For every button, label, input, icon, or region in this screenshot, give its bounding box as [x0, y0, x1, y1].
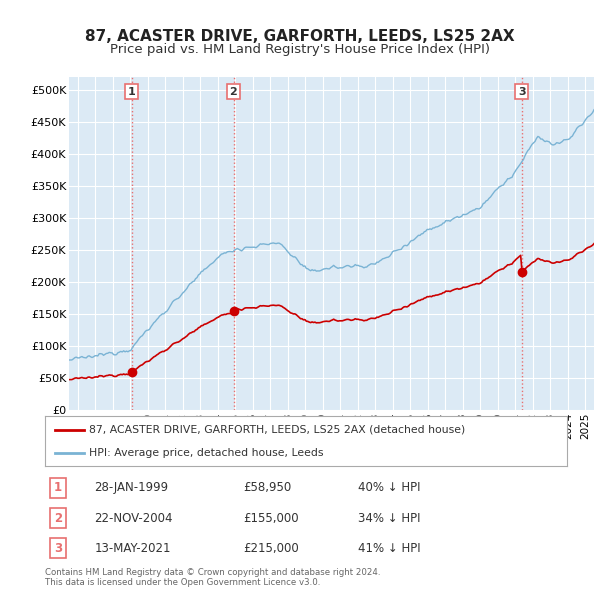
- Text: 41% ↓ HPI: 41% ↓ HPI: [358, 542, 421, 555]
- Text: 34% ↓ HPI: 34% ↓ HPI: [358, 512, 421, 525]
- Text: 3: 3: [54, 542, 62, 555]
- Text: £58,950: £58,950: [244, 481, 292, 494]
- Text: £215,000: £215,000: [244, 542, 299, 555]
- Text: 13-MAY-2021: 13-MAY-2021: [95, 542, 171, 555]
- Text: 2: 2: [54, 512, 62, 525]
- Text: £155,000: £155,000: [244, 512, 299, 525]
- Text: 3: 3: [518, 87, 526, 97]
- Text: 87, ACASTER DRIVE, GARFORTH, LEEDS, LS25 2AX: 87, ACASTER DRIVE, GARFORTH, LEEDS, LS25…: [85, 29, 515, 44]
- Text: HPI: Average price, detached house, Leeds: HPI: Average price, detached house, Leed…: [89, 448, 324, 458]
- Text: Contains HM Land Registry data © Crown copyright and database right 2024.
This d: Contains HM Land Registry data © Crown c…: [45, 568, 380, 587]
- Text: 22-NOV-2004: 22-NOV-2004: [95, 512, 173, 525]
- Text: 40% ↓ HPI: 40% ↓ HPI: [358, 481, 421, 494]
- Text: 1: 1: [54, 481, 62, 494]
- Text: 28-JAN-1999: 28-JAN-1999: [95, 481, 169, 494]
- Text: Price paid vs. HM Land Registry's House Price Index (HPI): Price paid vs. HM Land Registry's House …: [110, 43, 490, 56]
- Text: 2: 2: [230, 87, 238, 97]
- Text: 87, ACASTER DRIVE, GARFORTH, LEEDS, LS25 2AX (detached house): 87, ACASTER DRIVE, GARFORTH, LEEDS, LS25…: [89, 425, 466, 435]
- Text: 1: 1: [128, 87, 136, 97]
